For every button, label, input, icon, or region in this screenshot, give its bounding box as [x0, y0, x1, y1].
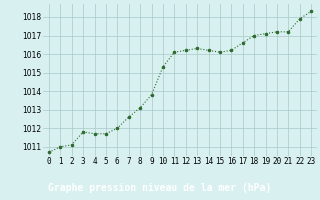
Text: Graphe pression niveau de la mer (hPa): Graphe pression niveau de la mer (hPa)	[48, 183, 272, 193]
